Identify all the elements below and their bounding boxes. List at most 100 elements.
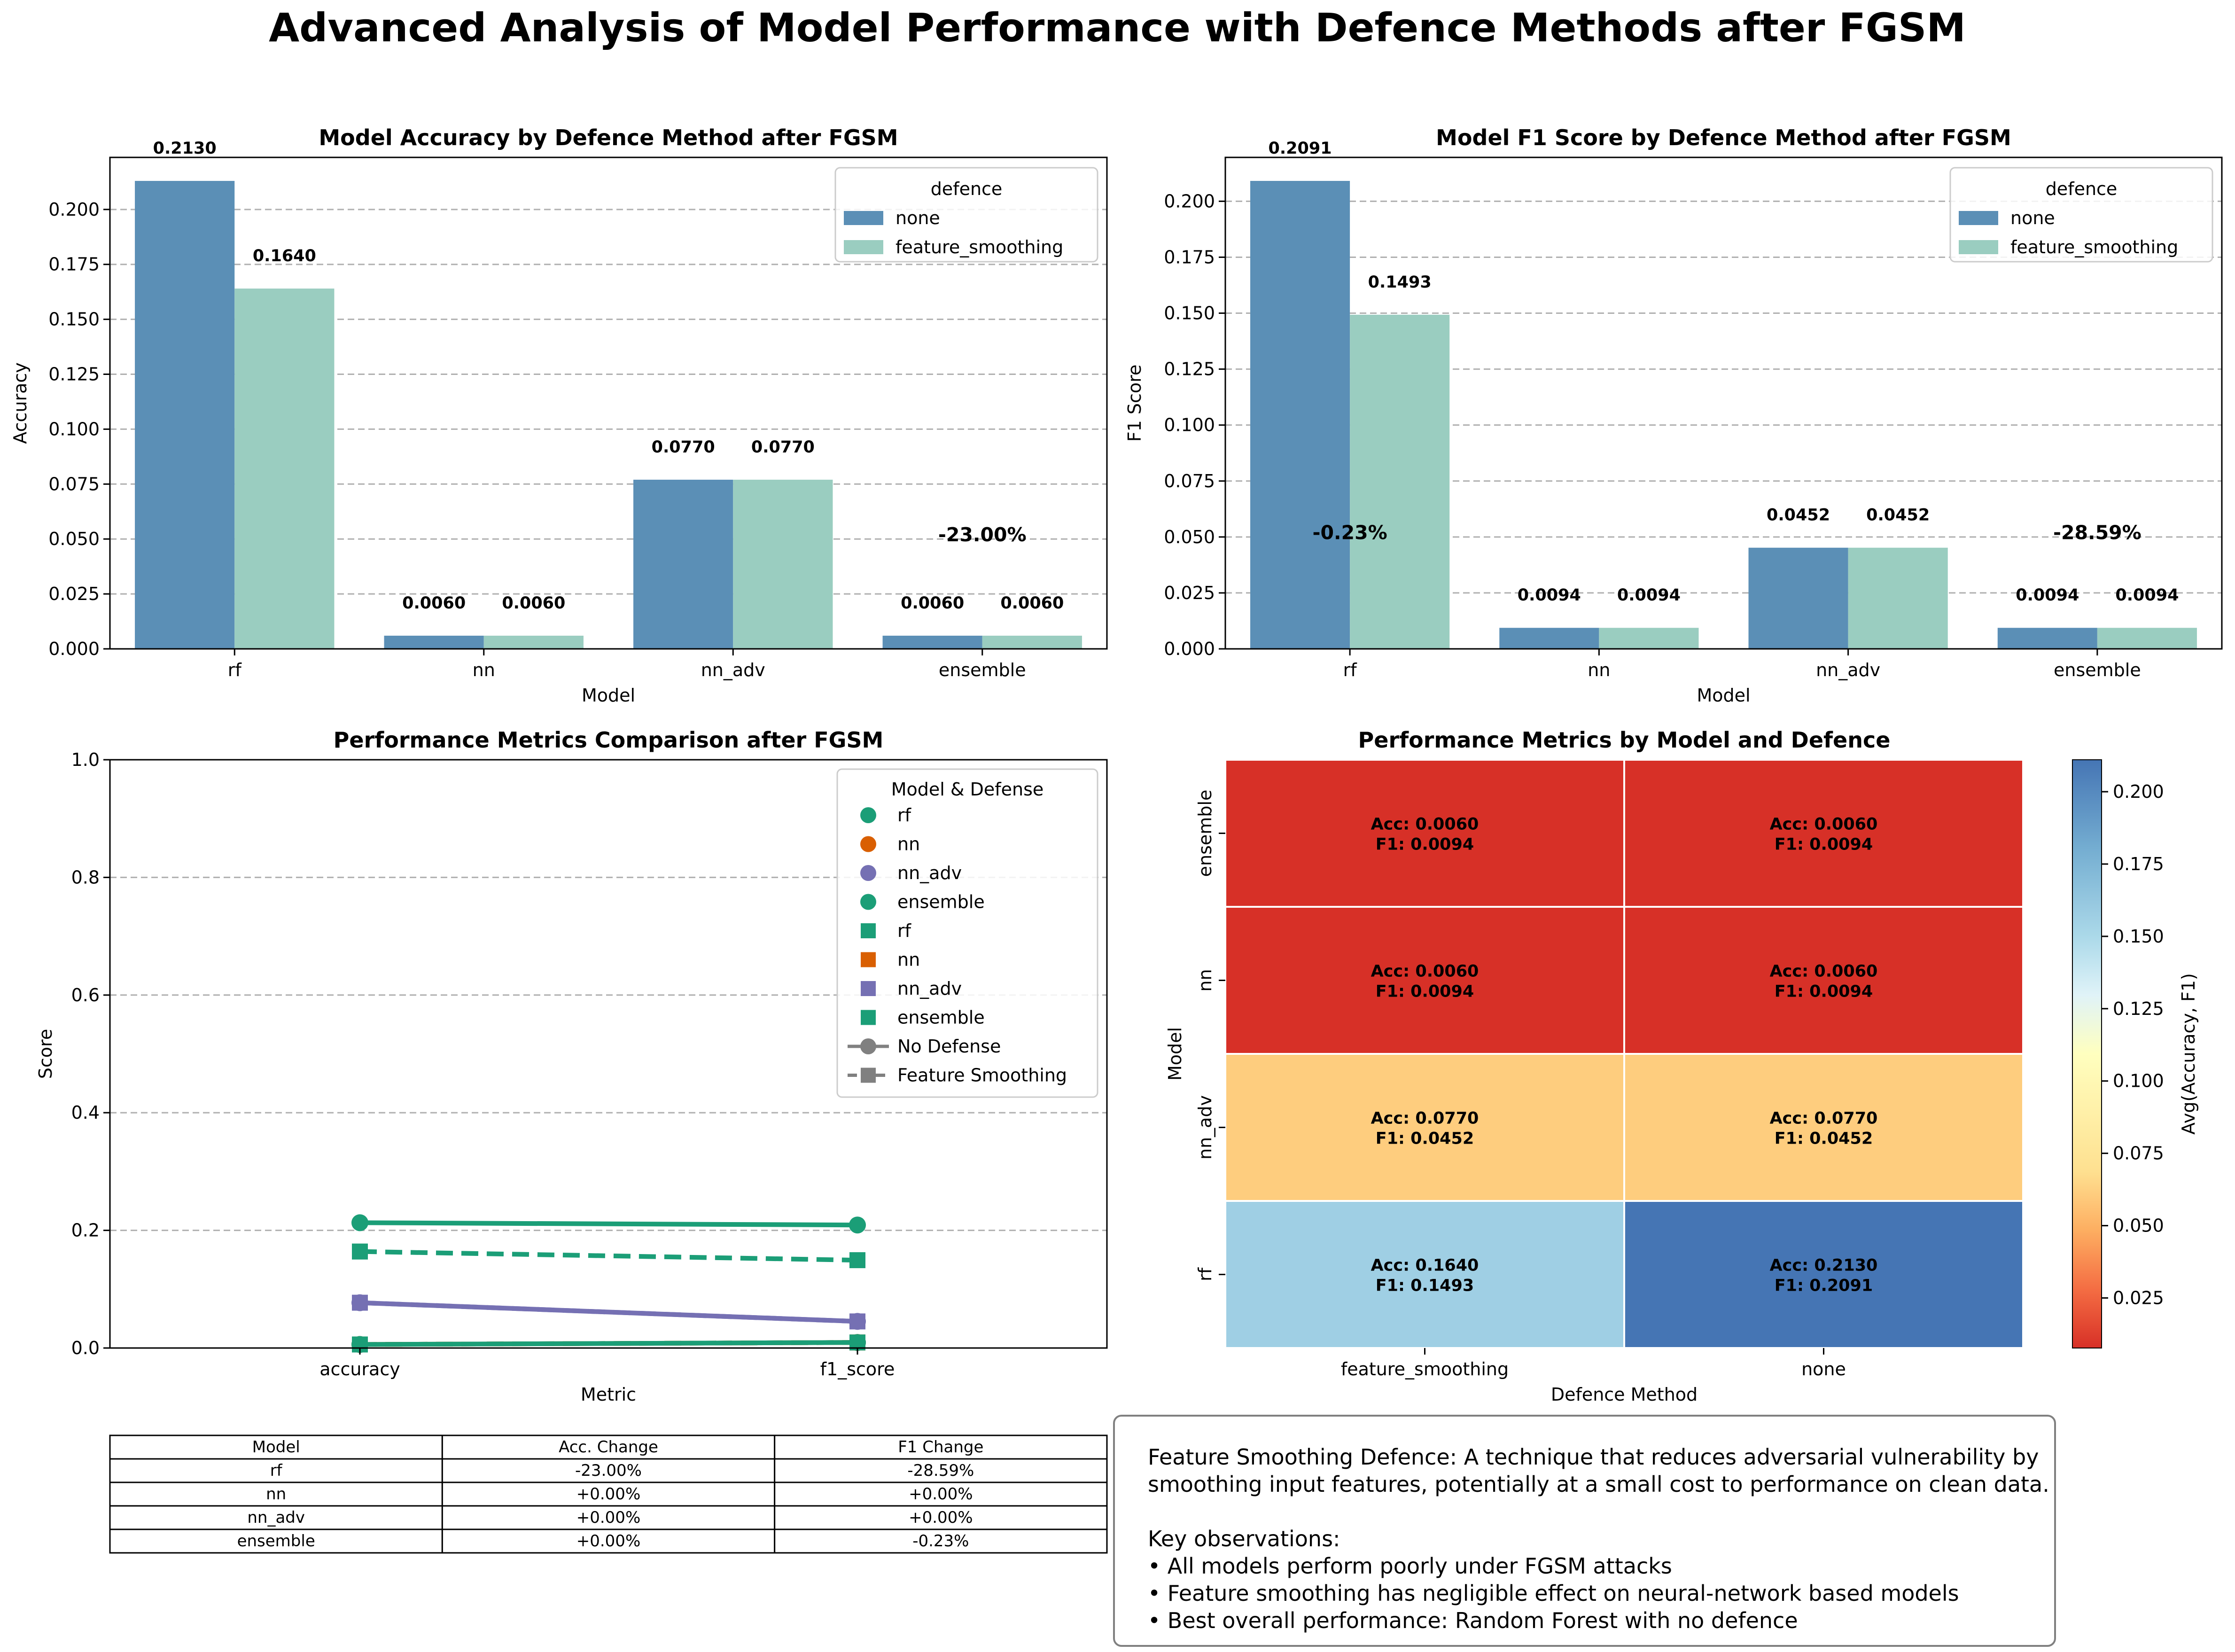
y-tick-label: 0.6 — [71, 985, 100, 1005]
legend-square-nn — [861, 952, 876, 967]
heatmap-cell-nn-none — [1623, 906, 2024, 1055]
legend-box — [836, 768, 1098, 1098]
heatmap-cell-label: Acc: 0.0060 F1: 0.0094 — [1770, 815, 1878, 854]
y-tick-label: 0.025 — [48, 584, 100, 604]
legend-label: none — [2010, 208, 2055, 228]
table-header-cell — [109, 1434, 443, 1460]
heatmap-cell-rf-none — [1623, 1200, 2024, 1349]
x-axis-label: Model — [582, 685, 635, 706]
chart-title: Performance Metrics by Model and Defence — [1358, 727, 1891, 753]
f1-bar-chart: 0.000 0.025 0.050 0.075 0.100 0.125 0.150 0.175… — [1124, 125, 2223, 706]
y-tick-label: 0.050 — [1164, 527, 1215, 547]
chart-title: Model F1 Score by Defence Method after F… — [1436, 125, 2011, 150]
value-label: 0.2091 — [1269, 139, 1332, 158]
y-tick-label: 0.100 — [1164, 415, 1215, 436]
legend-label: rf — [897, 805, 912, 826]
x-axis-label: Metric — [581, 1384, 636, 1405]
heatmap-cell-label: Acc: 0.1640 F1: 0.1493 — [1371, 1256, 1479, 1295]
legend-circle-ensemble — [860, 894, 876, 910]
value-label: 0.0094 — [2016, 586, 2079, 605]
y-tick-label: 0.4 — [71, 1102, 100, 1123]
change-annotation: -0.23% — [1312, 521, 1387, 544]
heatmap-cell-nn_adv-none — [1623, 1053, 2024, 1202]
y-tick-label: 0.200 — [48, 199, 100, 220]
colorbar-tick-label: 0.025 — [2113, 1287, 2164, 1308]
table-cell-text: -0.23% — [912, 1532, 969, 1551]
legend-label: ensemble — [897, 1007, 985, 1028]
table-cell-text: Model — [252, 1438, 300, 1457]
legend-circle-rf — [860, 807, 876, 823]
table-cell-text: F1 Change — [898, 1438, 983, 1457]
bar-feature_smoothing-nn — [483, 635, 584, 649]
series-line-nn_adv-feature_smoothing — [359, 1300, 858, 1324]
legend-box — [834, 167, 1098, 263]
table-cell — [109, 1481, 443, 1507]
y-tick-label: 0.150 — [48, 309, 100, 330]
y-tick-label: 0.075 — [48, 474, 100, 494]
table-cell — [774, 1528, 1108, 1554]
y-tick-label: 0.0 — [71, 1338, 100, 1358]
colorbar-frame — [2072, 759, 2102, 1348]
legend-label: nn_adv — [897, 863, 962, 883]
chart-title: Performance Metrics Comparison after FGS… — [334, 727, 884, 753]
bar-feature_smoothing-ensemble — [2097, 628, 2197, 649]
x-tick-label: nn_adv — [701, 660, 765, 680]
y-tick-label: 0.050 — [48, 529, 100, 549]
notes-line: • Best overall performance: Random Fores… — [1148, 1608, 1798, 1633]
heatmap-cell-ensemble-none — [1623, 759, 2024, 908]
legend-swatch-none — [1959, 211, 1998, 225]
table-cell — [109, 1528, 443, 1554]
x-axis-label: Defence Method — [1551, 1384, 1698, 1405]
figure-title: Advanced Analysis of Model Performance w… — [269, 5, 1966, 51]
y-tick-label: 0.075 — [1164, 471, 1215, 491]
bar-feature_smoothing-nn — [1599, 628, 1699, 649]
table-cell-text: +0.00% — [576, 1485, 641, 1504]
notes-line: • All models perform poorly under FGSM a… — [1148, 1553, 1672, 1579]
table-cell-text: +0.00% — [576, 1532, 641, 1551]
legend-title: defence — [2046, 179, 2118, 199]
bar-none-nn_adv — [1748, 547, 1848, 649]
change-annotation: -28.59% — [2053, 521, 2142, 544]
square-marker-rf — [352, 1243, 368, 1260]
table-cell — [441, 1505, 776, 1530]
legend-circle-marker — [860, 1038, 876, 1054]
value-label: 0.0452 — [1767, 506, 1830, 525]
bar-none-rf — [135, 181, 235, 649]
legend-label: none — [896, 208, 940, 228]
table-header-cell — [774, 1434, 1108, 1460]
notes-line: Feature Smoothing Defence: A technique t… — [1148, 1444, 2039, 1470]
colorbar-tick-label: 0.150 — [2113, 926, 2164, 947]
heatmap-cell-nn-feature_smoothing — [1224, 906, 1625, 1055]
heatmap-cell-label: Acc: 0.0060 F1: 0.0094 — [1770, 962, 1878, 1001]
value-label: 0.0452 — [1866, 506, 1930, 525]
y-tick-label: 0.2 — [71, 1220, 100, 1241]
y-tick-label: rf — [1195, 1267, 1215, 1281]
y-tick-label: 0.175 — [1164, 247, 1215, 267]
bar-none-nn_adv — [633, 479, 733, 649]
y-tick-label: 0.175 — [48, 254, 100, 275]
y-axis-label: F1 Score — [1124, 365, 1145, 442]
heatmap-cell-label: Acc: 0.0770 F1: 0.0452 — [1371, 1109, 1479, 1148]
colorbar-tick-label: 0.100 — [2113, 1071, 2164, 1091]
colorbar — [2072, 760, 2102, 1348]
y-tick-label: 0.100 — [48, 419, 100, 439]
bar-feature_smoothing-nn_adv — [1848, 547, 1948, 649]
x-tick-label: rf — [228, 660, 242, 680]
accuracy-bar-chart: 0.000 0.025 0.050 0.075 0.100 0.125 0.150 0.175… — [10, 125, 1108, 706]
table-cell-text: +0.00% — [909, 1508, 973, 1527]
chart-title: Model Accuracy by Defence Method after F… — [319, 125, 898, 150]
bar-feature_smoothing-ensemble — [982, 635, 1082, 649]
value-label: 0.0060 — [402, 594, 466, 613]
legend-square-marker — [861, 1068, 876, 1083]
table-cell-text: +0.00% — [576, 1508, 641, 1527]
y-tick-label: nn_adv — [1195, 1095, 1215, 1160]
metrics-line-chart: 0.0 0.2 0.4 0.6 0.8 1.0 accuracy f1_score Perfor… — [35, 727, 1108, 1405]
legend-label: ensemble — [897, 892, 985, 912]
bar-feature_smoothing-nn_adv — [733, 479, 833, 649]
value-label: 0.0094 — [1518, 586, 1581, 605]
legend-square-ensemble — [861, 1010, 876, 1025]
heatmap-cell-label: Acc: 0.0770 F1: 0.0452 — [1770, 1109, 1878, 1148]
notes-box: Feature Smoothing Defence: A technique t… — [1113, 1415, 2056, 1647]
value-label: 0.0770 — [751, 438, 815, 457]
heatmap-cell-label: Acc: 0.2130 F1: 0.2091 — [1770, 1256, 1878, 1295]
